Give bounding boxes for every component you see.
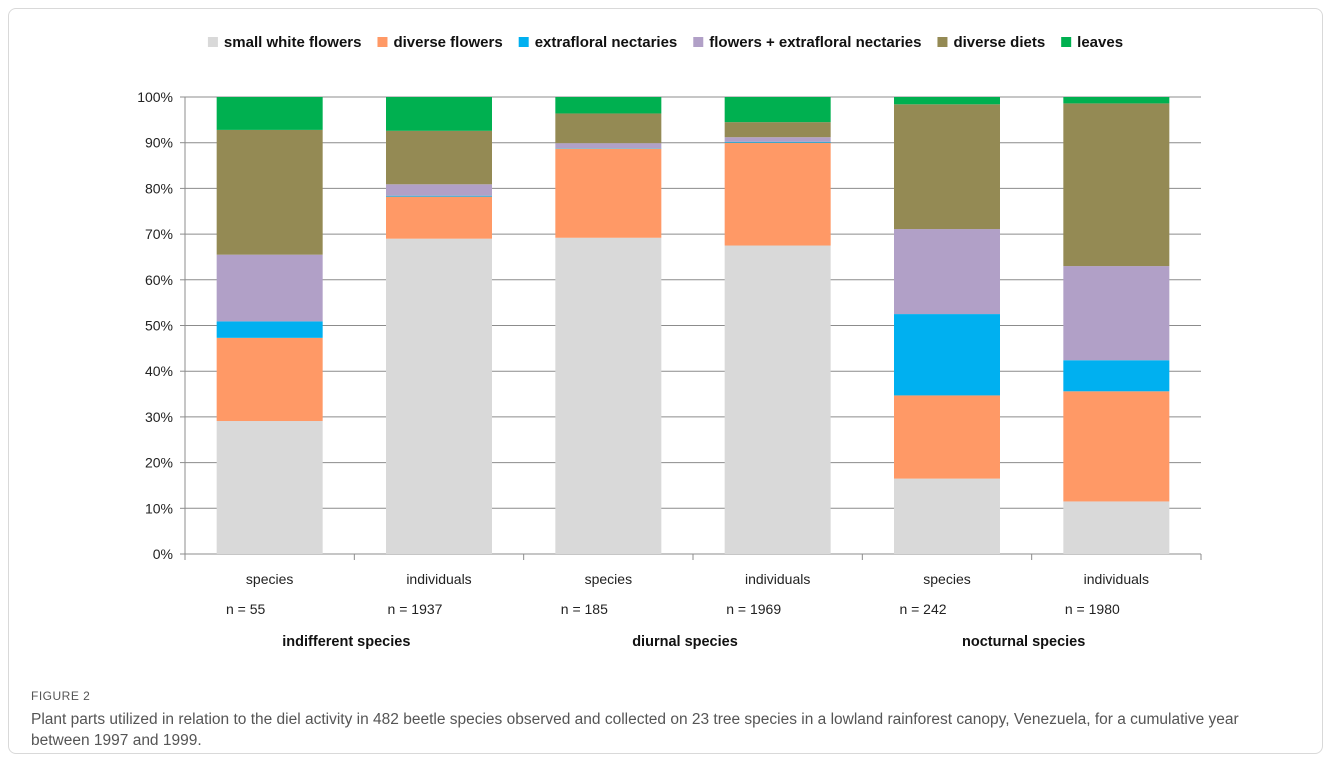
bar-segment-small-white-flowers [724,245,831,554]
bar-segment-flowers-extrafloral-nectaries [216,254,323,322]
stacked-bar-chart: 0% 10% 20% 30% 40% 50% 60% 70% 80% 90% 100% species… [137,34,1202,650]
x-category-label: species [923,571,970,587]
bar-segment-small-white-flowers [555,237,662,555]
x-category-label: individuals [406,571,471,587]
bar-segment-leaves [894,97,1000,105]
bar-segment-flowers-extrafloral-nectaries [555,143,662,149]
y-tick-label: 40% [145,363,173,379]
bar-segment-diverse-diets [1063,103,1170,267]
bar-segment-flowers-extrafloral-nectaries [386,184,492,196]
bar-segment-leaves [216,97,323,130]
y-tick-label: 60% [145,272,173,288]
bar-segment-leaves [724,97,831,123]
legend-swatch [377,37,388,47]
bar-segment-diverse-diets [386,130,492,185]
legend-swatch [1061,37,1072,47]
y-tick-label: 30% [145,409,173,425]
bar-segment-diverse-flowers [894,395,1000,479]
legend-label: extrafloral nectaries [535,34,678,51]
figure-caption: Plant parts utilized in relation to the … [31,711,1239,749]
bar-segment-leaves [386,97,492,131]
figure-frame: 0% 10% 20% 30% 40% 50% 60% 70% 80% 90% 100% species… [8,8,1323,754]
bar-segment-leaves [555,97,662,114]
group-label: indifferent species [282,634,410,650]
y-tick-label: 10% [145,500,173,516]
y-tick-label: 90% [145,135,173,151]
legend-swatch [207,37,218,47]
legend-label: diverse flowers [393,34,502,51]
bar-segment-small-white-flowers [894,478,1000,554]
sample-size-label: n = 1937 [388,601,443,617]
bar-segment-diverse-flowers [724,142,831,246]
sample-size-label: n = 55 [226,601,266,617]
legend-swatch [937,37,948,47]
y-tick-label: 80% [145,180,173,196]
legend-label: diverse diets [953,34,1045,51]
y-tick-label: 100% [137,89,173,105]
bar-segment-extrafloral-nectaries [724,141,831,143]
bar-segment-extrafloral-nectaries [1063,360,1170,392]
y-tick-label: 0% [153,546,173,562]
sample-size-label: n = 185 [561,601,608,617]
bar-segment-diverse-flowers [216,337,323,422]
x-category-label: individuals [1084,571,1149,587]
bar-segment-diverse-flowers [386,196,492,239]
sample-size-label: n = 242 [899,601,946,617]
bar-segment-diverse-flowers [555,148,662,238]
legend-label: flowers + extrafloral nectaries [709,34,921,51]
bar-segment-diverse-diets [894,104,1000,230]
bar-segment-small-white-flowers [216,421,323,554]
sample-size-label: n = 1969 [726,601,781,617]
y-tick-label: 70% [145,226,173,242]
bar-segment-small-white-flowers [386,238,492,555]
legend-swatch [693,37,704,47]
figure-label: FIGURE 2 [31,689,91,703]
legend-label: small white flowers [224,34,362,51]
bar-segment-flowers-extrafloral-nectaries [894,229,1000,315]
bar-segment-extrafloral-nectaries [216,321,323,338]
bar-segment-extrafloral-nectaries [386,195,492,197]
legend-label: leaves [1077,34,1123,51]
x-category-label: species [246,571,293,587]
group-label: diurnal species [632,634,738,650]
bar-segment-small-white-flowers [1063,501,1170,554]
bar-segment-flowers-extrafloral-nectaries [1063,266,1170,361]
bar-segment-diverse-flowers [1063,391,1170,502]
x-category-label: individuals [745,571,810,587]
x-category-label: species [585,571,632,587]
y-tick-label: 50% [145,318,173,334]
bar-segment-diverse-diets [555,113,662,144]
bar-segment-flowers-extrafloral-nectaries [724,137,831,142]
group-label: nocturnal species [962,634,1085,650]
bar-segment-diverse-diets [724,122,831,138]
sample-size-label: n = 1980 [1065,601,1120,617]
bar-segment-leaves [1063,97,1170,104]
legend-swatch [518,37,529,47]
y-tick-label: 20% [145,455,173,471]
bar-segment-extrafloral-nectaries [894,314,1000,396]
bar-segment-diverse-diets [216,129,323,255]
